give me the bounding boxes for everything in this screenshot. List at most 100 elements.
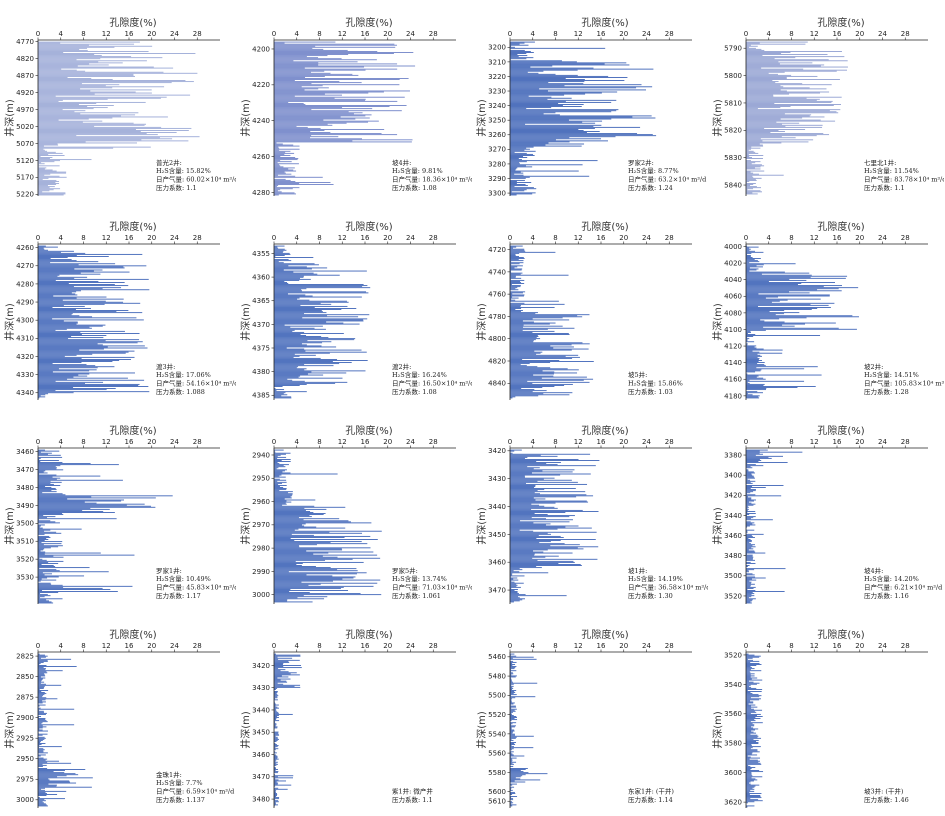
porosity-bar xyxy=(510,164,583,166)
porosity-bar xyxy=(274,510,311,512)
porosity-bar xyxy=(510,370,543,372)
porosity-bar xyxy=(746,138,761,140)
porosity-bar xyxy=(510,731,513,733)
x-tick-label: 28 xyxy=(429,234,438,242)
well-annotation-line: 坡5井: xyxy=(628,370,647,379)
porosity-bar xyxy=(274,492,289,494)
porosity-bar xyxy=(274,534,314,536)
porosity-bar xyxy=(274,48,324,50)
porosity-bar xyxy=(510,528,558,530)
porosity-bar xyxy=(746,805,755,807)
porosity-bar xyxy=(38,522,60,524)
porosity-bar xyxy=(274,56,307,58)
porosity-bar xyxy=(274,694,278,696)
porosity-bar xyxy=(38,468,57,470)
porosity-bar xyxy=(38,475,101,477)
porosity-bar xyxy=(38,258,51,260)
porosity-bar xyxy=(746,582,752,584)
y-tick-label: 5830 xyxy=(724,154,742,162)
porosity-bar xyxy=(510,571,520,573)
porosity-bar xyxy=(510,591,518,592)
porosity-bar xyxy=(38,156,41,157)
porosity-bar xyxy=(38,716,42,717)
porosity-bar xyxy=(746,180,750,182)
porosity-bar xyxy=(274,171,285,173)
well-annotation-line: H₂S含量: 14.51% xyxy=(864,370,919,379)
y-axis-label: 井深(m) xyxy=(3,711,16,749)
porosity-bar xyxy=(746,378,766,380)
y-tick-label: 4360 xyxy=(252,273,270,281)
porosity-bar xyxy=(274,182,331,183)
porosity-bar xyxy=(274,541,362,543)
porosity-bar xyxy=(746,465,764,467)
porosity-bar xyxy=(746,123,783,125)
porosity-bar xyxy=(38,507,91,509)
porosity-bar xyxy=(510,108,527,110)
x-tick-label: 28 xyxy=(429,438,438,446)
porosity-bar xyxy=(510,100,566,102)
porosity-bar xyxy=(510,695,512,697)
porosity-bar xyxy=(510,676,516,678)
porosity-bar xyxy=(38,500,122,502)
porosity-bar xyxy=(746,268,759,270)
well-annotation-line: H₂S含量: 8.77% xyxy=(628,166,679,175)
porosity-bar xyxy=(274,676,289,678)
porosity-bar xyxy=(510,683,514,685)
porosity-bar xyxy=(38,469,64,471)
porosity-bar xyxy=(746,72,769,74)
porosity-bar xyxy=(38,317,137,319)
porosity-bar xyxy=(510,309,516,310)
porosity-bar xyxy=(510,83,584,85)
porosity-bar xyxy=(38,147,114,149)
porosity-bar xyxy=(38,771,54,773)
porosity-bar xyxy=(38,78,92,79)
x-tick-label: 16 xyxy=(833,234,842,242)
porosity-bar xyxy=(274,324,285,326)
porosity-bar xyxy=(746,340,748,342)
porosity-bar xyxy=(510,499,536,501)
porosity-bar xyxy=(746,781,751,783)
porosity-bar xyxy=(510,496,577,498)
porosity-bar xyxy=(274,475,280,477)
porosity-bar xyxy=(510,691,515,692)
porosity-bar xyxy=(510,469,575,471)
porosity-bar xyxy=(510,245,523,247)
porosity-bar xyxy=(746,569,755,571)
porosity-bar xyxy=(38,265,147,267)
porosity-bar xyxy=(510,64,630,66)
porosity-bar xyxy=(274,82,362,84)
porosity-panel-9: 孔隙度(%) 井深(m) 0 4 8 12 16 20 24 28 3460 3470 3480 3490… xyxy=(0,408,236,612)
porosity-bar xyxy=(38,713,46,715)
porosity-bar xyxy=(38,512,115,513)
porosity-bar xyxy=(38,342,138,344)
x-tick-label: 4 xyxy=(295,30,300,38)
porosity-bar xyxy=(746,344,748,346)
porosity-bar xyxy=(274,80,295,82)
porosity-bar xyxy=(510,278,511,280)
porosity-bar xyxy=(746,759,758,761)
porosity-bar xyxy=(274,252,290,254)
porosity-bar xyxy=(274,63,398,65)
porosity-bar xyxy=(510,736,517,738)
porosity-bar xyxy=(746,676,751,678)
x-tick-label: 28 xyxy=(193,438,202,446)
porosity-bar xyxy=(274,794,278,795)
porosity-bar xyxy=(274,766,276,768)
porosity-bar xyxy=(274,363,340,365)
porosity-bar xyxy=(274,164,280,166)
porosity-bar xyxy=(746,690,748,691)
porosity-bar xyxy=(746,591,785,592)
porosity-bar xyxy=(510,148,530,150)
porosity-bar xyxy=(510,560,574,562)
porosity-bar xyxy=(746,709,763,711)
porosity-bar xyxy=(38,82,172,84)
porosity-bar xyxy=(746,247,750,249)
porosity-bar xyxy=(746,323,806,325)
porosity-bar xyxy=(510,266,518,268)
porosity-bar xyxy=(510,600,520,602)
porosity-bar xyxy=(746,295,830,297)
x-tick-label: 24 xyxy=(406,438,415,446)
porosity-bar xyxy=(746,337,748,339)
porosity-bar xyxy=(274,76,306,78)
porosity-bar xyxy=(38,372,135,374)
